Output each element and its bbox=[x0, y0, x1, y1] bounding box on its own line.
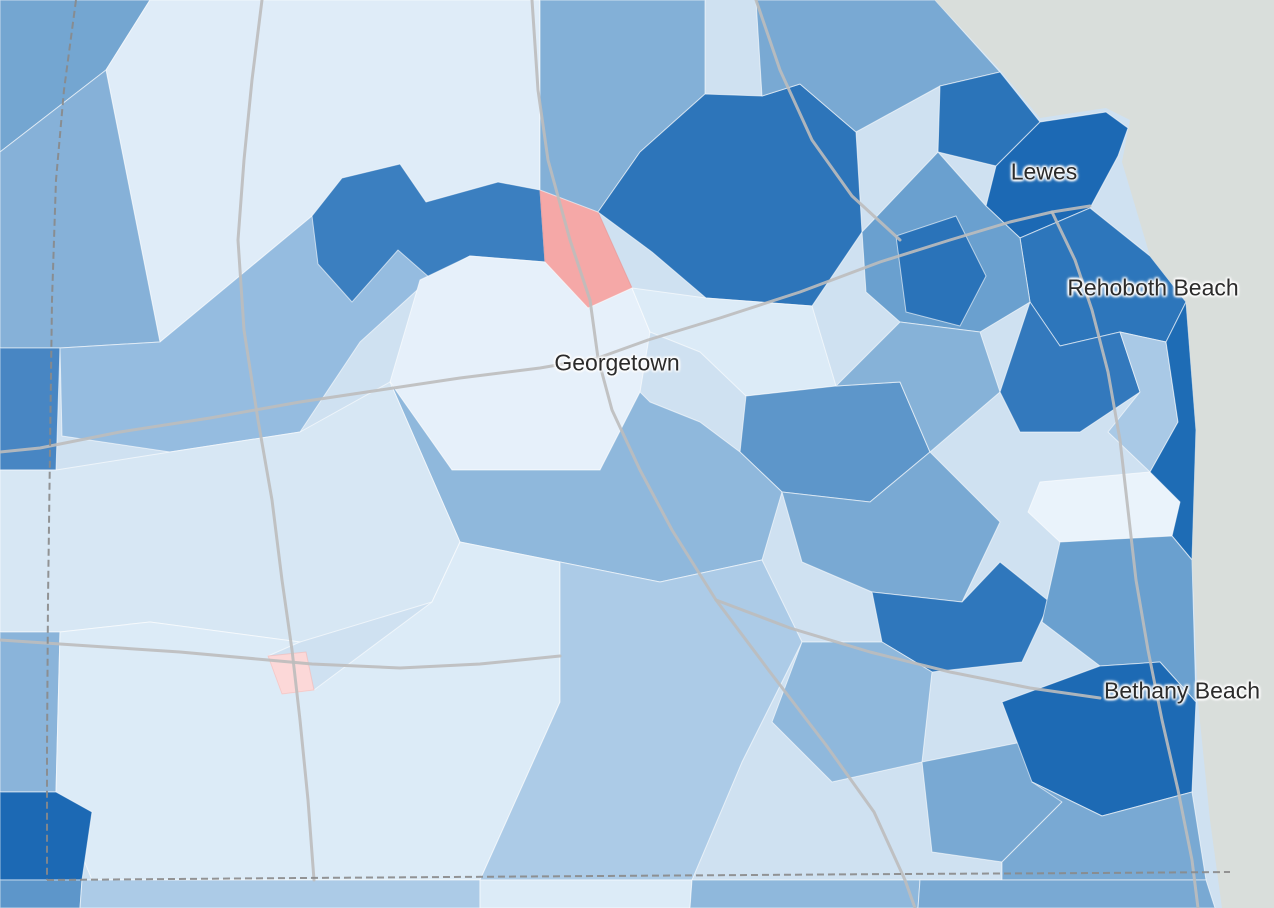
precinct-region[interactable] bbox=[479, 879, 693, 908]
road-line bbox=[236, 0, 316, 882]
ocean bbox=[935, 0, 1274, 908]
precinct-region[interactable] bbox=[781, 451, 1001, 603]
precinct-region[interactable] bbox=[0, 631, 61, 793]
road-line bbox=[596, 204, 1092, 360]
road-line bbox=[1050, 210, 1200, 908]
road-line bbox=[530, 0, 917, 908]
precinct-region[interactable] bbox=[1027, 471, 1181, 543]
precinct-region[interactable] bbox=[79, 879, 481, 908]
road-line bbox=[754, 0, 902, 242]
precinct-region[interactable] bbox=[895, 215, 987, 327]
precinct-region[interactable] bbox=[0, 879, 83, 908]
county-boundary-line bbox=[46, 871, 1231, 881]
precinct-region[interactable] bbox=[479, 559, 803, 881]
road-line bbox=[0, 638, 562, 670]
county-boundary-line bbox=[46, 0, 77, 880]
road-line bbox=[714, 598, 1102, 700]
precinct-region[interactable] bbox=[689, 879, 921, 908]
road-line bbox=[0, 356, 600, 454]
precinct-region[interactable] bbox=[917, 879, 1216, 908]
